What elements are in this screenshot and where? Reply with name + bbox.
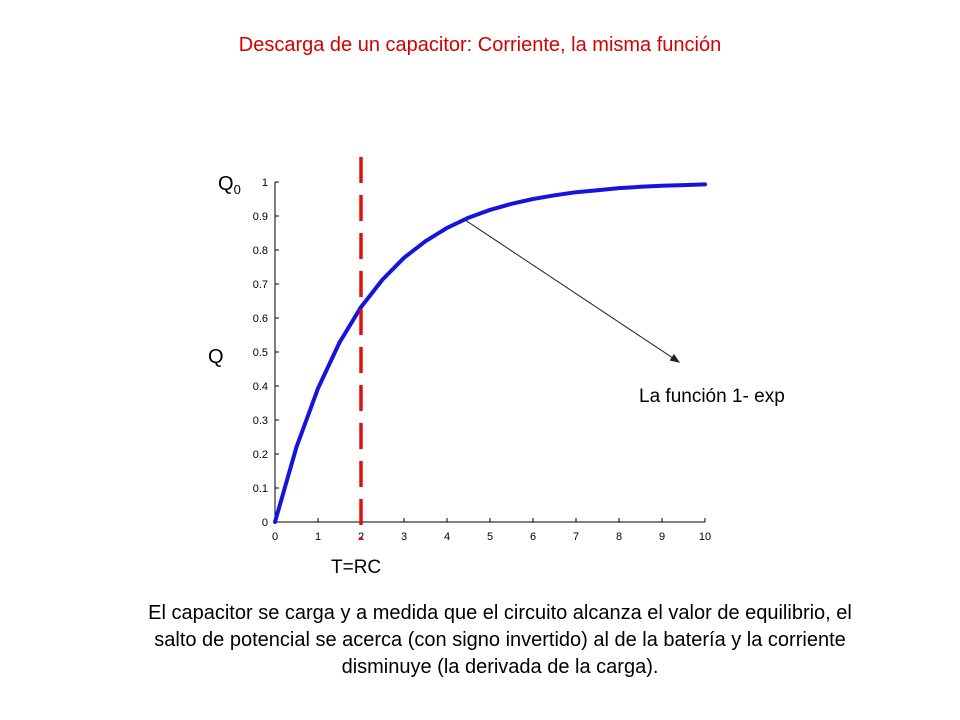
overlay-layer [359, 157, 681, 540]
y-tick-label: 0.3 [253, 415, 268, 427]
series-line [273, 182, 707, 524]
y-label-q: Q [208, 346, 224, 368]
curve-annotation: La función 1- exp [639, 386, 785, 407]
marker-label: T=RC [331, 557, 382, 578]
slide-title: Descarga de un capacitor: Corriente, la … [238, 34, 722, 56]
y-tick-label: 0.8 [253, 245, 268, 257]
y-label-q0-sub: 0 [233, 182, 241, 197]
y-tick-label: 0.4 [253, 381, 268, 393]
annotation-arrow [463, 218, 681, 363]
y-tick-label: 0.2 [253, 449, 268, 461]
x-tick-label: 5 [487, 531, 493, 543]
y-tick-label: 0.6 [253, 313, 268, 325]
y-tick-label: 0.7 [253, 279, 268, 291]
axes: 01234567891000.10.20.30.40.50.60.70.80.9… [253, 177, 711, 543]
x-tick-label: 3 [401, 531, 407, 543]
y-tick-label: 0 [262, 517, 268, 529]
x-tick-label: 0 [272, 531, 278, 543]
caption: El capacitor se carga y a medida que el … [148, 602, 852, 678]
y-tick-label: 0.9 [253, 211, 268, 223]
y-tick-label: 1 [262, 177, 268, 189]
x-tick-label: 6 [530, 531, 536, 543]
y-label-q0: Q0 [218, 173, 241, 197]
x-tick-label: 4 [444, 531, 450, 543]
series-layer [273, 182, 707, 524]
y-tick-label: 0.1 [253, 483, 268, 495]
x-tick-label: 9 [659, 531, 665, 543]
x-tick-label: 1 [315, 531, 321, 543]
y-tick-label: 0.5 [253, 347, 268, 359]
x-tick-label: 10 [699, 531, 711, 543]
x-tick-label: 8 [616, 531, 622, 543]
y-label-q0-base: Q [218, 173, 234, 195]
x-tick-label: 7 [573, 531, 579, 543]
